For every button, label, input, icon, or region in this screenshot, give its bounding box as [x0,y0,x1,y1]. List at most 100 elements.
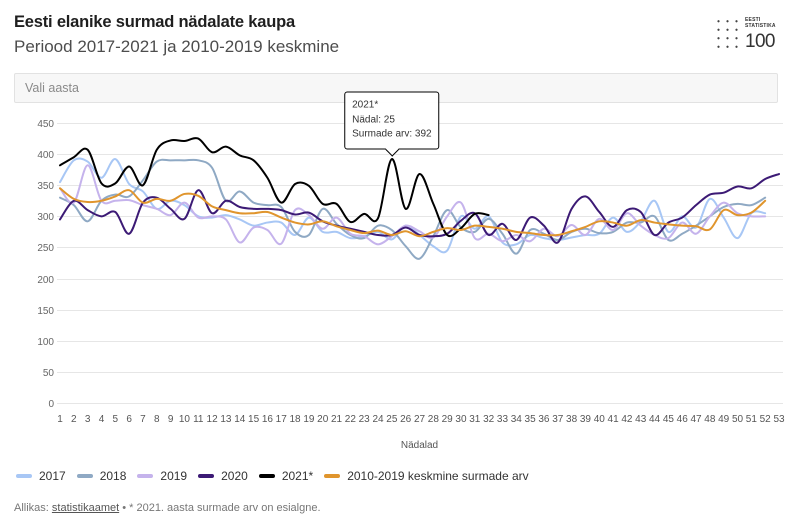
x-tick-label: 21 [331,414,343,425]
legend-item-2020[interactable]: 2020 [198,469,248,483]
x-tick-label: 18 [289,414,301,425]
x-tick-label: 48 [704,414,716,425]
x-tick-label: 16 [262,414,274,425]
x-tick-label: 12 [207,414,219,425]
footer-source: Allikas: statistikaamet • * 2021. aasta … [14,501,321,515]
x-tick-label: 23 [359,414,371,425]
y-tick-label: 50 [43,368,55,379]
x-tick-label: 3 [85,414,91,425]
legend-swatch-2010-2019-keskmine-surmade-arv [324,474,341,478]
x-tick-label: 38 [566,414,578,425]
y-tick-label: 400 [37,150,54,161]
x-tick-label: 37 [552,414,564,425]
logo-dots-icon [714,17,741,51]
legend-label: 2010-2019 keskmine surmade arv [347,469,529,483]
legend-swatch-2020 [198,474,215,478]
x-tick-label: 29 [442,414,454,425]
y-tick-label: 150 [37,306,54,317]
tooltip-value: Surmade arv: 392 [352,128,432,140]
statistics-estonia-logo[interactable]: EESTI STATISTIKA 100 [714,16,778,52]
x-tick-label: 11 [193,414,204,425]
x-tick-label: 7 [140,414,146,425]
y-tick-label: 450 [37,119,54,130]
series-line-2019[interactable] [59,164,767,246]
x-tick-label: 47 [690,414,702,425]
series-line-2018[interactable] [59,158,767,260]
x-axis-labels: 1 2 3 4 5 6 7 8 9 10 11 12 13 14 15 16 17 18 19 20 21 22 23 24 2… [57,414,785,425]
chart-subtitle: Periood 2017-2021 ja 2010-2019 keskmine [14,37,340,56]
x-tick-label: 40 [594,414,606,425]
y-axis-labels: 0 50 100 150 200 250 300 350 400 450 [37,119,54,410]
x-tick-label: 4 [99,414,105,425]
x-tick-label: 27 [414,414,426,425]
x-tick-label: 22 [345,414,357,425]
x-tick-label: 26 [400,414,412,425]
y-tick-label: 100 [37,337,54,348]
x-tick-label: 17 [276,414,288,425]
chart-title: Eesti elanike surmad nädalate kaupa [14,13,295,31]
tooltip-series-name: 2021* [352,99,379,111]
y-tick-label: 300 [37,212,54,223]
x-tick-label: 41 [608,414,620,425]
x-tick-label: 9 [168,414,174,425]
x-tick-label: 34 [511,414,523,425]
x-tick-label: 1 [57,414,63,425]
x-tick-label: 52 [760,414,772,425]
x-tick-label: 44 [649,414,661,425]
logo-text: EESTI STATISTIKA 100 [745,17,776,51]
x-tick-label: 30 [455,414,467,425]
x-tick-label: 15 [248,414,260,425]
tooltip-week: Nädal: 25 [352,114,395,126]
gridlines [57,123,783,404]
series-line-2010-2019-keskmine-surmade-arv[interactable] [59,187,767,238]
x-tick-label: 20 [317,414,329,425]
x-tick-label: 51 [746,414,758,425]
footer-note: • * 2021. aasta surmade arv on esialgne. [122,502,321,514]
legend-item-2021[interactable]: 2021* [258,469,313,483]
year-select-placeholder: Vali aasta [25,81,79,95]
x-tick-label: 2 [71,414,77,425]
legend-label: 2019 [160,469,188,483]
x-tick-label: 53 [773,414,785,425]
x-tick-label: 8 [154,414,160,425]
x-tick-label: 31 [469,414,481,425]
x-tick-label: 13 [220,414,232,425]
x-axis-title: Nädalad [401,440,438,451]
x-tick-label: 36 [538,414,550,425]
legend-label: 2020 [221,469,248,483]
x-tick-label: 42 [621,414,633,425]
x-tick-label: 43 [635,414,647,425]
x-tick-label: 10 [179,414,191,425]
chart-legend: 2017 2018 2019 2020 2021* 2010-2019 keskmine … [16,468,529,484]
x-tick-label: 33 [497,414,509,425]
x-tick-label: 14 [234,414,246,425]
y-tick-label: 0 [48,399,54,410]
x-tick-label: 19 [303,414,315,425]
logo-text-line1: EESTI [745,17,761,23]
series-line-2017[interactable] [59,157,767,254]
y-tick-label: 350 [37,181,54,192]
footer-source-link[interactable]: statistikaamet [51,502,120,514]
series-line-2021[interactable] [59,137,490,238]
legend-item-2019[interactable]: 2019 [137,469,187,483]
legend-swatch-2021 [258,474,275,478]
x-tick-label: 32 [483,414,495,425]
legend-swatch-2018 [76,474,93,478]
logo-number: 100 [745,31,776,52]
legend-swatch-2017 [16,474,32,478]
x-tick-label: 25 [386,414,398,425]
legend-label: 2017 [39,469,66,483]
x-tick-label: 46 [677,414,689,425]
y-tick-label: 200 [37,275,54,286]
x-tick-label: 28 [428,414,440,425]
legend-item-2018[interactable]: 2018 [76,469,126,483]
legend-item-2017[interactable]: 2017 [16,469,66,483]
y-tick-label: 250 [37,243,54,254]
footer-source-label: Allikas: [14,502,49,514]
series-line-2020[interactable] [59,173,780,244]
x-tick-label: 45 [663,414,675,425]
x-tick-label: 35 [525,414,537,425]
legend-item-2010-2019-keskmine-surmade-arv[interactable]: 2010-2019 keskmine surmade arv [324,469,529,483]
x-tick-label: 39 [580,414,592,425]
